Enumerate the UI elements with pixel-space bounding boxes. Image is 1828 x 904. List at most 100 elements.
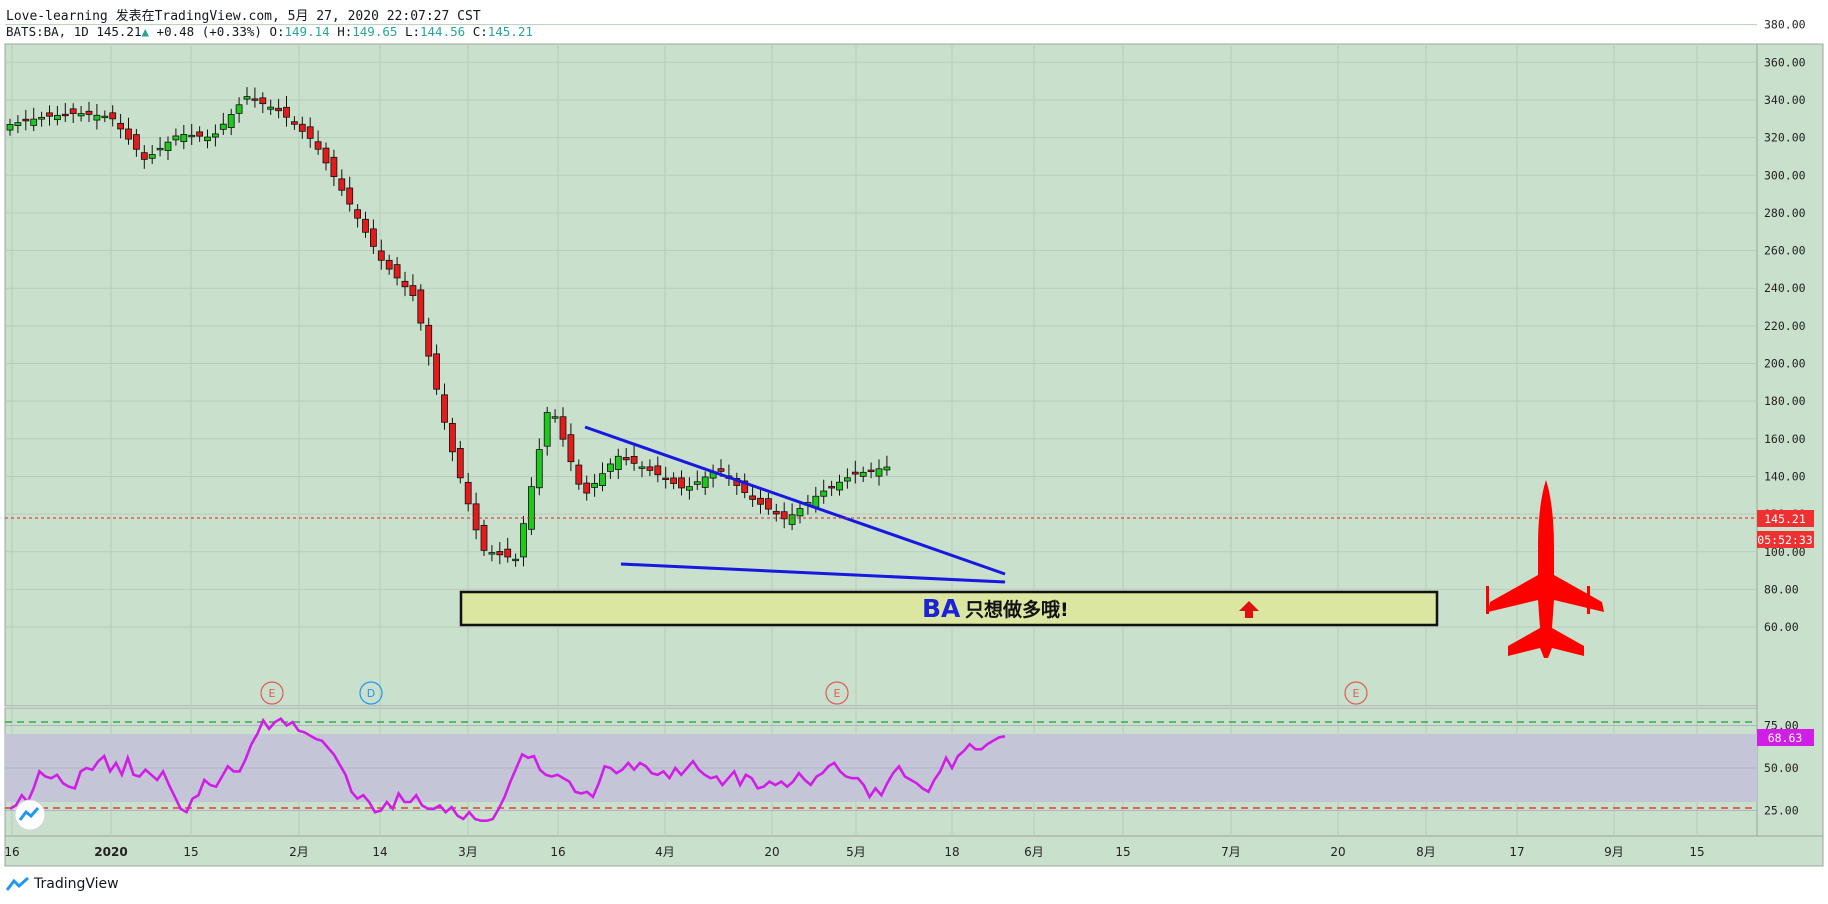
candle-body (512, 558, 519, 562)
price-tick-label: 160.00 (1764, 432, 1806, 446)
event-marker[interactable] (1344, 681, 1368, 705)
event-marker[interactable] (359, 681, 383, 705)
close-value: 145.21 (487, 24, 533, 39)
candle-body (480, 524, 488, 551)
rsi-tag-bg (1757, 729, 1814, 746)
rsi-tick-label: 50.00 (1764, 761, 1799, 775)
candle-body (559, 416, 567, 440)
price-tick-label: 280.00 (1764, 206, 1806, 220)
candle-body (504, 548, 512, 558)
candle-body (227, 114, 235, 128)
publish-info: Love-learning 发表在TradingView.com, 5月 27,… (6, 9, 481, 24)
candle-body (219, 123, 227, 130)
candle-body (6, 124, 14, 131)
time-axis-labels: 16 2020 15 2月 14 3月 16 4月 20 5月 18 6月 15 7月 20 8月 17 9月 15 (4, 845, 1704, 859)
candle-body (251, 98, 259, 101)
event-marker[interactable] (260, 681, 284, 705)
candle-body (61, 113, 69, 117)
candle-body (765, 498, 772, 510)
candle-body (93, 114, 101, 121)
candle-body (369, 228, 377, 247)
time-gridlines (11, 44, 1698, 836)
candle-body (772, 510, 780, 515)
candle-body (528, 486, 535, 530)
up-arrow-icon: ▲ (141, 24, 150, 39)
l-label: L: (404, 24, 420, 39)
price-tick-label: 200.00 (1764, 357, 1806, 371)
candle-body (101, 115, 109, 119)
price-tick-label: 220.00 (1764, 319, 1806, 333)
event-marker[interactable] (825, 681, 849, 705)
candle-body (567, 434, 575, 463)
rsi-tick-label: 25.00 (1764, 804, 1799, 818)
candle-body (678, 477, 685, 489)
candle-body (583, 482, 591, 494)
support-zone-box[interactable] (459, 590, 1439, 627)
candle-body (409, 285, 417, 296)
time-tick-label: 16 (4, 845, 19, 859)
candle-body (298, 123, 306, 132)
candle-body (140, 152, 148, 160)
price-axis[interactable] (1756, 43, 1824, 837)
candle-body (259, 97, 267, 105)
time-axis[interactable] (4, 835, 1824, 867)
candle-body (701, 476, 709, 488)
upper-trendline[interactable] (584, 425, 1006, 576)
candle-body (330, 156, 338, 177)
lower-trendline[interactable] (620, 562, 1006, 584)
candle-body (796, 508, 804, 517)
candle-body (211, 133, 219, 138)
candle-body (156, 147, 164, 151)
price-tick-label: 380.00 (1764, 18, 1806, 32)
candle-body (867, 469, 875, 472)
candle-body (338, 178, 346, 191)
candle-body (591, 482, 598, 488)
high-value: 149.65 (352, 24, 398, 39)
candle-body (148, 154, 156, 159)
footer-brand: TradingView (6, 876, 119, 892)
candle-body (243, 96, 251, 100)
candle-body (14, 122, 22, 126)
event-marker-label: E (1353, 687, 1360, 700)
candle-body (125, 128, 132, 140)
candle-body (117, 122, 124, 130)
candle-body (749, 495, 756, 500)
candle-body (693, 481, 701, 485)
candle-body (30, 118, 38, 126)
symbol-label: BATS:BA, 1D (6, 24, 89, 39)
price-tick-label: 300.00 (1764, 168, 1806, 182)
time-tick-label: 15 (1115, 845, 1130, 859)
time-tick-label: 9月 (1604, 845, 1624, 859)
candle-body (851, 471, 859, 475)
countdown-tag-bg (1757, 531, 1814, 548)
banner-ba-text: BA (922, 594, 961, 623)
candle-body (180, 134, 188, 143)
candle-body (820, 490, 828, 497)
candle-body (425, 324, 433, 357)
event-marker-label: E (834, 687, 841, 700)
price-tick-label: 100.00 (1764, 545, 1806, 559)
time-tick-label: 5月 (846, 845, 866, 859)
change-value: +0.48 (+0.33%) (156, 24, 262, 39)
time-tick-label: 20 (1330, 845, 1345, 859)
candle-body (433, 353, 441, 390)
candle-body (686, 486, 693, 491)
candle-body (535, 449, 543, 489)
candle-body (575, 464, 583, 485)
candle-body (322, 147, 330, 164)
red-up-arrow-icon (1239, 601, 1259, 618)
time-tick-label: 15 (1689, 845, 1704, 859)
candle-body (662, 477, 670, 480)
event-marker-label: D (367, 687, 375, 700)
rsi-tag: 68.63 (1768, 731, 1803, 745)
candle-body (385, 259, 393, 270)
candle-body (172, 135, 180, 141)
tradingview-logo-icon (6, 877, 29, 891)
price-tag-bg (1757, 510, 1814, 527)
tradingview-badge-icon[interactable] (14, 799, 46, 831)
candle-body (520, 523, 527, 558)
time-tick-label: 14 (372, 845, 387, 859)
candle-body (828, 486, 835, 489)
